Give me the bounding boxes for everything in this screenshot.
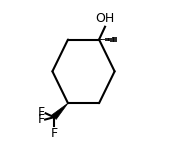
Text: F: F <box>37 113 44 126</box>
Text: F: F <box>38 106 45 119</box>
Text: F: F <box>50 127 58 140</box>
Text: OH: OH <box>96 12 115 25</box>
Polygon shape <box>52 103 68 119</box>
